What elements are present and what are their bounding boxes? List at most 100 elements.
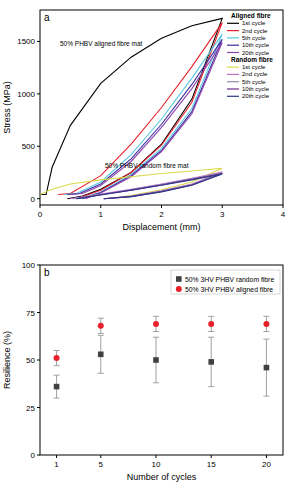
- panel-label: b: [44, 267, 50, 278]
- x-tick-label: 2: [159, 210, 164, 219]
- plot-frame: [40, 10, 283, 205]
- panel-label: a: [44, 12, 50, 23]
- legend-label: 1st cycle: [242, 20, 266, 26]
- data-point: [153, 357, 159, 363]
- series-line: [70, 172, 222, 199]
- legend-box: [171, 270, 280, 294]
- series-line: [40, 18, 222, 198]
- y-axis-label: Stress (MPa): [2, 81, 12, 134]
- legend-label: 10th cycle: [242, 86, 270, 92]
- data-point: [263, 321, 269, 327]
- legend-label: 50% 3HV PHBV aligned fibre: [185, 286, 273, 294]
- series-line: [76, 174, 222, 199]
- y-tick: [37, 455, 40, 456]
- error-cap: [98, 335, 104, 336]
- legend-swatch: [227, 74, 239, 75]
- error-cap: [208, 316, 214, 317]
- panel: 01234050010001500Displacement (mm)Stress…: [2, 10, 286, 232]
- data-point: [54, 384, 60, 390]
- legend-swatch: [227, 23, 239, 24]
- error-cap: [153, 316, 159, 317]
- legend-marker: [176, 276, 182, 282]
- error-bar: [153, 316, 159, 331]
- y-tick: [37, 93, 40, 94]
- error-cap: [263, 331, 269, 332]
- legend-swatch: [227, 66, 239, 67]
- data-point: [208, 321, 214, 327]
- data-point: [54, 355, 60, 361]
- error-bar: [153, 337, 159, 383]
- x-tick-label: 0: [38, 210, 43, 219]
- annotation: 50% PHBV aligned fibre mat: [60, 40, 143, 48]
- error-cap: [208, 331, 214, 332]
- legend-label: 2nd cycle: [242, 28, 268, 34]
- x-tick: [283, 205, 284, 208]
- y-tick-label: 1000: [17, 90, 35, 99]
- x-tick: [40, 205, 41, 208]
- legend-swatch: [227, 37, 239, 38]
- x-tick: [161, 205, 162, 208]
- series-line: [40, 168, 222, 198]
- x-tick-label: 1: [99, 210, 104, 219]
- x-tick-label: 15: [207, 460, 216, 469]
- error-cap: [263, 396, 269, 397]
- figure: 01234050010001500Displacement (mm)Stress…: [0, 0, 291, 500]
- error-cap: [54, 350, 60, 351]
- error-cap: [54, 398, 60, 399]
- legend-label: 5th cycle: [242, 35, 266, 41]
- error-bar: [54, 351, 60, 366]
- y-tick-label: 0: [31, 451, 36, 460]
- error-cap: [263, 316, 269, 317]
- x-tick-label: 5: [99, 460, 104, 469]
- error-cap: [153, 337, 159, 338]
- error-bar: [208, 316, 214, 331]
- legend: 50% 3HV PHBV random fibre50% 3HV PHBV al…: [171, 270, 280, 294]
- y-tick-label: 0: [31, 195, 36, 204]
- data-point: [264, 365, 270, 371]
- error-cap: [98, 333, 104, 334]
- y-tick-label: 100: [22, 261, 36, 270]
- y-tick: [37, 41, 40, 42]
- error-cap: [98, 373, 104, 374]
- data-point: [98, 323, 104, 329]
- x-tick: [100, 205, 101, 208]
- x-tick-label: 20: [262, 460, 271, 469]
- error-cap: [54, 375, 60, 376]
- legend: Aligned fibre1st cycle2nd cycle5th cycle…: [227, 12, 273, 99]
- error-cap: [208, 386, 214, 387]
- legend-label: 1st cycle: [242, 64, 266, 70]
- y-tick: [37, 312, 40, 313]
- error-cap: [54, 365, 60, 366]
- legend-label: 10th cycle: [242, 42, 270, 48]
- plot-area: [40, 18, 222, 198]
- legend-label: 20th cycle: [242, 93, 270, 99]
- plot-area: [54, 316, 270, 398]
- x-tick: [266, 455, 267, 458]
- error-bar: [98, 318, 104, 333]
- legend-label: 5th cycle: [242, 79, 266, 85]
- annotation: 50% PHBV random fibre mat: [105, 162, 189, 169]
- plot-frame: [40, 265, 283, 455]
- y-tick-label: 75: [26, 309, 35, 318]
- x-tick-label: 3: [220, 210, 225, 219]
- legend-swatch: [227, 45, 239, 46]
- legend-group-title: Random fibre: [231, 56, 273, 63]
- y-tick: [37, 265, 40, 266]
- error-cap: [208, 337, 214, 338]
- x-tick: [211, 455, 212, 458]
- legend-group-title: Aligned fibre: [231, 12, 271, 20]
- series-line: [73, 173, 222, 199]
- panel: 151015200255075100Number of cyclesResili…: [2, 261, 283, 482]
- y-tick: [37, 407, 40, 408]
- error-bar: [208, 337, 214, 386]
- y-axis-label: Resilience (%): [2, 331, 12, 389]
- legend-label: 20th cycle: [242, 50, 270, 56]
- error-cap: [98, 318, 104, 319]
- error-bar: [54, 375, 60, 398]
- legend-swatch: [227, 81, 239, 82]
- y-tick-label: 50: [26, 356, 35, 365]
- x-tick-label: 4: [281, 210, 286, 219]
- y-tick: [37, 146, 40, 147]
- data-point: [98, 352, 104, 358]
- y-tick: [37, 360, 40, 361]
